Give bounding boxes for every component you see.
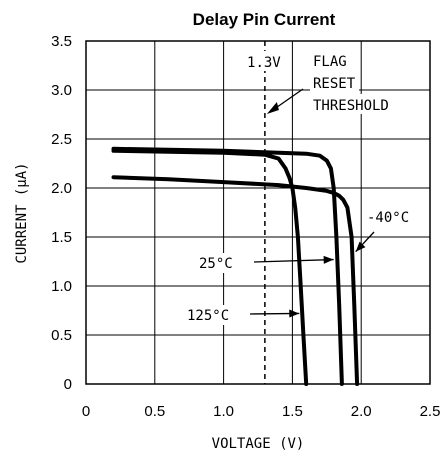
x-tick-label: 1.5 xyxy=(282,403,303,420)
series-group xyxy=(111,146,360,386)
series-line xyxy=(111,175,360,386)
y-axis-ticks: 0 0.5 1.0 1.5 2.0 2.5 3.0 3.5 xyxy=(51,33,72,393)
x-tick-label: 2.5 xyxy=(420,403,441,420)
threshold-text-bg xyxy=(310,72,359,92)
curve-label: 125°C xyxy=(187,308,229,324)
threshold-value-label: 1.3V xyxy=(247,55,281,71)
x-tick-label: 0 xyxy=(82,403,90,420)
threshold-text-bg xyxy=(310,94,394,114)
y-tick-label: 3.0 xyxy=(51,82,72,99)
x-axis-ticks: 0 0.5 1.0 1.5 2.0 2.5 xyxy=(82,403,441,420)
curve-label-arrow xyxy=(253,258,334,263)
y-tick-label: 0 xyxy=(64,376,72,393)
y-tick-label: 3.5 xyxy=(51,33,72,50)
curve-label-arrowhead xyxy=(323,255,334,264)
x-tick-label: 1.0 xyxy=(213,403,234,420)
curve-label-bg xyxy=(184,305,246,325)
y-tick-label: 2.5 xyxy=(51,131,72,148)
curve-label-arrowhead xyxy=(355,241,366,252)
y-tick-label: 2.0 xyxy=(51,180,72,197)
threshold-text-line: FLAG xyxy=(313,54,347,70)
threshold-arrowhead xyxy=(266,102,279,114)
x-tick-label: 2.0 xyxy=(351,403,372,420)
y-axis-label: CURRENT (μA) xyxy=(14,162,30,263)
threshold-text-line: THRESHOLD xyxy=(313,98,389,114)
curve-label: -40°C xyxy=(367,210,409,226)
y-tick-label: 1.5 xyxy=(51,229,72,246)
curve-label-arrowhead xyxy=(289,309,300,318)
curve-label-bg xyxy=(196,253,250,273)
annotation-group: -40°C 25°C 125°C xyxy=(184,207,426,325)
x-tick-label: 0.5 xyxy=(144,403,165,420)
plot-frame xyxy=(85,40,431,385)
chart-title: Delay Pin Current xyxy=(193,10,336,29)
y-tick-label: 1.0 xyxy=(51,278,72,295)
series-line xyxy=(111,148,309,386)
threshold-group: 1.3V FLAG RESET THRESHOLD xyxy=(242,41,394,384)
y-tick-label: 0.5 xyxy=(51,327,72,344)
x-axis-label: VOLTAGE (V) xyxy=(212,436,305,452)
threshold-text-line: RESET xyxy=(313,76,356,92)
threshold-value-bg xyxy=(242,51,285,71)
threshold-text-bg xyxy=(310,50,351,70)
curve-label: 25°C xyxy=(199,256,233,272)
curve-label-bg xyxy=(364,207,426,227)
